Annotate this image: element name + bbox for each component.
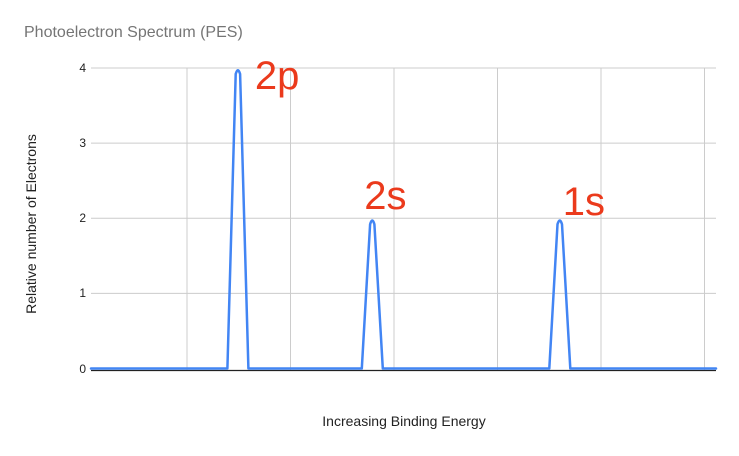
- peak-annotation-2p: 2p: [254, 53, 300, 98]
- peak-annotation-2s: 2s: [364, 174, 407, 219]
- y-tick-label: 2: [79, 211, 86, 226]
- y-tick-label: 3: [79, 136, 86, 151]
- chart-title: Photoelectron Spectrum (PES): [24, 24, 243, 41]
- x-axis-title: Increasing Binding Energy: [322, 413, 486, 429]
- peak-annotation-1s: 1s: [562, 180, 605, 225]
- y-tick-label: 1: [79, 286, 86, 301]
- y-tick-label: 0: [79, 361, 86, 376]
- y-tick-label: 4: [79, 61, 86, 75]
- series-line: [89, 69, 718, 370]
